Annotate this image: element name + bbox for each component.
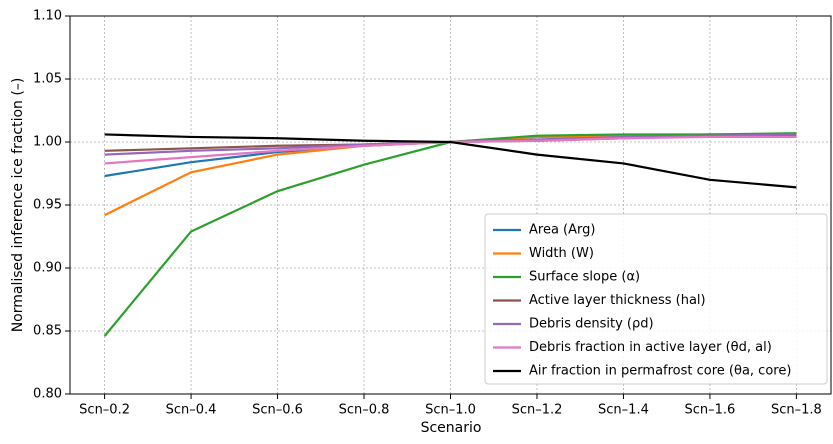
- plot-frame: [69, 15, 832, 395]
- y-tick-label: 0.90: [33, 261, 62, 276]
- legend: Area (Arg) Width (W) Surface slope (α) Acti…: [484, 213, 828, 385]
- series-line: [104, 133, 797, 189]
- x-tick-label: Scn–1.6: [685, 403, 736, 418]
- y-tick-label: 0.80: [33, 387, 62, 402]
- y-tick-label: 0.95: [33, 198, 62, 213]
- x-tick-label: Scn–0.4: [166, 403, 217, 418]
- legend-box: [484, 213, 828, 385]
- legend-label: Debris density (ρd): [529, 317, 654, 332]
- legend-label: Air fraction in permafrost core (θa, cor…: [529, 364, 791, 379]
- y-tick-label: 1.00: [33, 135, 62, 150]
- y-tick-label: 1.05: [33, 72, 62, 87]
- y-tick-label: 1.10: [33, 9, 62, 24]
- x-tick-label: Scn–1.4: [598, 403, 649, 418]
- x-tick-label: Scn–0.8: [339, 403, 390, 418]
- legend-label: Debris fraction in active layer (θd, al): [529, 340, 772, 355]
- legend-label: Width (W): [529, 246, 594, 261]
- x-tick-label: Scn–0.6: [252, 403, 303, 418]
- x-tick-label: Scn–1.0: [425, 403, 476, 418]
- x-tick-label: Scn–0.2: [79, 403, 130, 418]
- x-tick-label: Scn–1.8: [771, 403, 822, 418]
- x-tick-label: Scn–1.2: [512, 403, 563, 418]
- x-axis-label: Scenario: [421, 420, 482, 436]
- legend-label: Area (Arg): [529, 223, 595, 238]
- legend-label: Surface slope (α): [529, 270, 640, 285]
- y-tick-label: 0.85: [33, 324, 62, 339]
- series-line: [104, 133, 797, 217]
- y-axis-label: Normalised inference ice fraction (–): [10, 78, 26, 333]
- legend-label: Active layer thickness (hal): [529, 293, 706, 308]
